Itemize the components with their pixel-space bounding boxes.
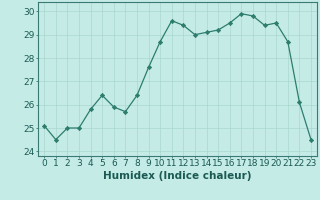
X-axis label: Humidex (Indice chaleur): Humidex (Indice chaleur) — [103, 171, 252, 181]
